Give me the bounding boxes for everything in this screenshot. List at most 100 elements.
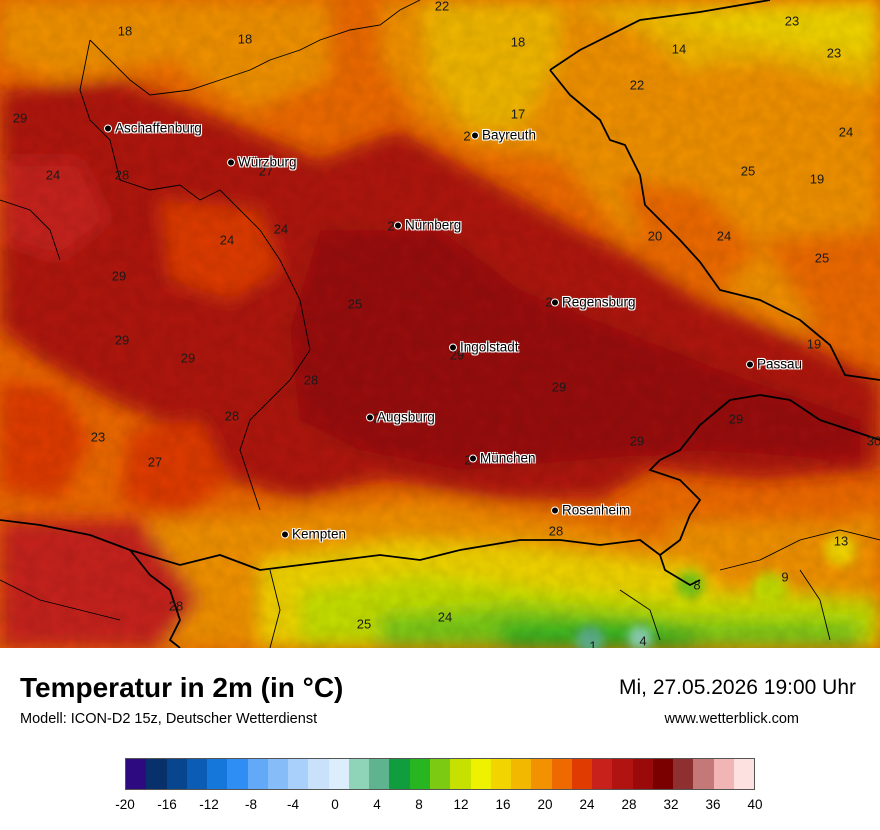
legend-swatch: [207, 759, 228, 789]
legend-swatch: [673, 759, 694, 789]
city-dot-icon: [551, 506, 559, 514]
temperature-value: 28: [168, 598, 184, 614]
legend-swatch: [551, 759, 572, 789]
legend-swatch: [369, 759, 390, 789]
admin-lines: [0, 0, 880, 648]
temperature-value: 8: [693, 577, 701, 593]
temperature-value: 2: [373, 410, 381, 426]
legend-tick-label: 40: [747, 797, 763, 812]
legend-swatch: [166, 759, 187, 789]
city-dot-icon: [469, 454, 477, 462]
temperature-value: 29: [449, 347, 465, 363]
legend-swatch: [450, 759, 471, 789]
city-label: Ingolstadt: [460, 339, 519, 355]
legend-swatch: [409, 759, 430, 789]
city-marker: Kempten: [281, 527, 346, 542]
legend-swatch: [511, 759, 532, 789]
city-label: Würzburg: [238, 154, 297, 170]
legend-swatch: [328, 759, 349, 789]
legend-tick-label: 28: [621, 797, 637, 812]
city-marker: Augsburg: [366, 410, 435, 425]
temperature-value: 13: [833, 533, 849, 549]
temperature-value: 18: [117, 23, 133, 39]
legend-swatch: [733, 759, 755, 789]
legend-tick-label: -16: [157, 797, 177, 812]
legend-swatch: [288, 759, 309, 789]
color-legend: [125, 758, 755, 790]
city-marker: Bayreuth: [471, 128, 536, 143]
website-link[interactable]: www.wetterblick.com: [664, 711, 799, 727]
temperature-value: 28: [114, 167, 130, 183]
temperature-value: 29: [629, 433, 645, 449]
legend-swatch: [389, 759, 410, 789]
city-marker: München: [469, 451, 536, 466]
city-label: Passau: [757, 356, 803, 372]
legend-tick-label: -12: [199, 797, 219, 812]
city-marker: Aschaffenburg: [104, 121, 202, 136]
temperature-value: 29: [728, 411, 744, 427]
temperature-value: 2: [545, 294, 553, 310]
temperature-value: 2: [463, 128, 471, 144]
city-marker: Passau: [746, 357, 802, 372]
city-label: Aschaffenburg: [115, 120, 202, 136]
temperature-value: 19: [806, 336, 822, 352]
temperature-value: 28: [224, 408, 240, 424]
city-marker: Rosenheim: [551, 503, 630, 518]
temperature-value: 29: [180, 350, 196, 366]
temperature-value: 29: [551, 379, 567, 395]
temperature-value: 24: [437, 609, 453, 625]
city-label: Kempten: [292, 526, 347, 542]
temperature-value: 4: [639, 633, 647, 649]
legend-tick-label: -8: [244, 797, 258, 812]
temperature-value: 24: [219, 232, 235, 248]
temperature-value: 28: [548, 523, 564, 539]
temperature-value: 14: [671, 41, 687, 57]
temperature-value: 30: [866, 433, 880, 449]
temperature-value: 29: [111, 268, 127, 284]
legend-tick-label: -20: [115, 797, 135, 812]
legend-swatch: [632, 759, 653, 789]
legend-swatch: [267, 759, 289, 789]
temperature-value: 28: [303, 372, 319, 388]
city-label: Bayreuth: [482, 127, 537, 143]
legend-tick-label: 16: [495, 797, 511, 812]
temperature-map: 22 23 18 18 18 14 23 22 17 29 24 2 27 25 24 28 19 2 24 20 24…: [0, 0, 880, 648]
temperature-value: 24: [273, 221, 289, 237]
temperature-value: 27: [147, 454, 163, 470]
temperature-value: 22: [434, 0, 450, 14]
legend-swatch: [693, 759, 714, 789]
city-label: Nürnberg: [405, 217, 462, 233]
legend-swatch: [247, 759, 268, 789]
temperature-value: 17: [510, 106, 526, 122]
legend-tick-label: 8: [415, 797, 423, 812]
legend-tick-label: 36: [705, 797, 721, 812]
temperature-value: 2: [387, 218, 395, 234]
temperature-value: 19: [809, 171, 825, 187]
city-dot-icon: [746, 360, 754, 368]
temperature-value: 18: [510, 34, 526, 50]
temperature-value: 23: [784, 13, 800, 29]
city-dot-icon: [104, 124, 112, 132]
legend-swatch: [348, 759, 370, 789]
forecast-datetime: Mi, 27.05.2026 19:00 Uhr: [619, 676, 856, 699]
legend-swatch: [652, 759, 674, 789]
city-dot-icon: [449, 343, 457, 351]
temperature-value: 24: [838, 124, 854, 140]
temperature-value: 24: [716, 228, 732, 244]
legend-swatch: [470, 759, 491, 789]
temperature-value: 20: [647, 228, 663, 244]
city-dot-icon: [227, 158, 235, 166]
temperature-value: 25: [356, 616, 372, 632]
city-label: München: [480, 450, 536, 466]
temperature-value: 25: [814, 250, 830, 266]
legend-tick-label: 32: [663, 797, 679, 812]
temperature-value: 2: [464, 452, 472, 468]
temperature-value: 1: [589, 638, 597, 649]
model-source: Modell: ICON-D2 15z, Deutscher Wetterdie…: [20, 711, 318, 727]
city-label: Regensburg: [562, 294, 636, 310]
temperature-field: [0, 0, 880, 648]
city-marker: Würzburg: [227, 155, 297, 170]
legend-swatch: [592, 759, 613, 789]
temperature-value: 25: [740, 163, 756, 179]
city-marker: Regensburg: [551, 295, 636, 310]
